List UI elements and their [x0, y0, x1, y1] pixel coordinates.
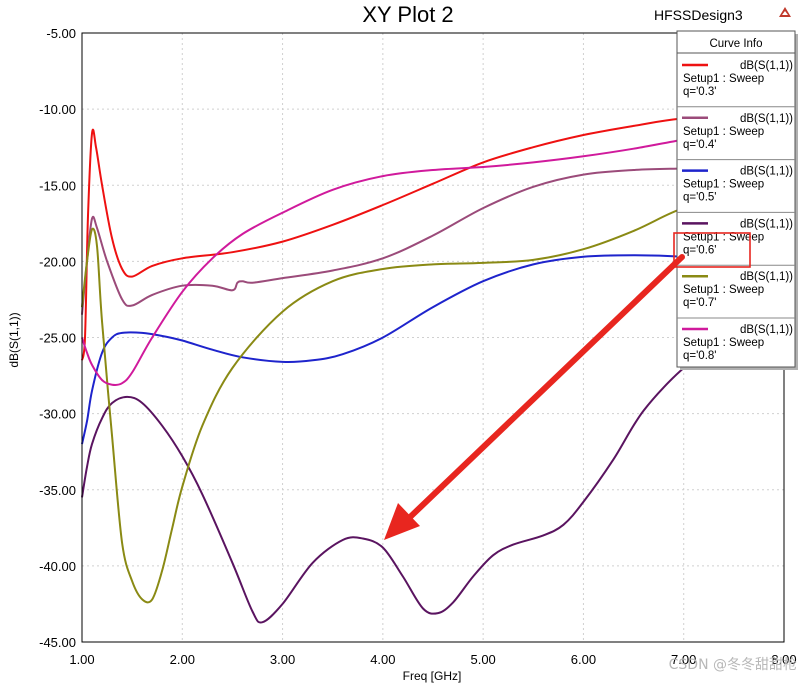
series-line-3: [81, 254, 714, 445]
x-tick-label: 8.00: [771, 652, 796, 667]
series-layer: [81, 109, 775, 624]
y-tick-label: -30.00: [39, 407, 76, 422]
series-line-1: [81, 109, 775, 361]
legend-series-name: dB(S(1,1)): [740, 324, 793, 336]
x-tick-label: 7.00: [671, 652, 696, 667]
legend-series-param: q='0.4': [683, 139, 717, 151]
legend-series-name: dB(S(1,1)): [740, 60, 793, 72]
series-line-4: [81, 348, 715, 624]
legend-series-name: dB(S(1,1)): [740, 218, 793, 230]
legend-series-param: q='0.7': [683, 297, 717, 309]
y-tick-label: -40.00: [39, 559, 76, 574]
ansys-logo-icon: [779, 7, 791, 17]
legend-box: [676, 30, 796, 368]
y-tick-label: -20.00: [39, 254, 76, 269]
y-tick-label: -10.00: [39, 102, 76, 117]
x-tick-label: 4.00: [370, 652, 395, 667]
legend-series-setup: Setup1 : Sweep: [683, 126, 764, 138]
legend-entries: dB(S(1,1))Setup1 : Sweepq='0.3'dB(S(1,1)…: [677, 60, 795, 362]
y-tick-label: -25.00: [39, 331, 76, 346]
legend-series-param: q='0.8': [683, 350, 717, 362]
annotation-arrow: [384, 254, 685, 540]
legend-series-name: dB(S(1,1)): [740, 166, 793, 178]
y-tick-label: -15.00: [39, 178, 76, 193]
y-tick-label: -45.00: [39, 635, 76, 650]
tick-labels: 1.00 2.00 3.00 4.00 5.00 6.00 7.00 8.00 -5.00 -10…: [39, 26, 797, 667]
legend-series-name: dB(S(1,1)): [740, 271, 793, 283]
highlight-box: [673, 232, 751, 268]
legend-series-setup: Setup1 : Sweep: [683, 284, 764, 296]
x-tick-label: 2.00: [170, 652, 195, 667]
chart-title: XY Plot 2: [362, 2, 453, 27]
x-tick-label: 5.00: [470, 652, 495, 667]
legend-series-setup: Setup1 : Sweep: [683, 179, 764, 191]
x-axis-label: Freq [GHz]: [403, 669, 462, 683]
y-axis-label: dB(S(1,1)): [7, 312, 21, 367]
legend-title: Curve Info: [709, 38, 762, 50]
legend-series-param: q='0.3': [683, 86, 717, 98]
design-name: HFSSDesign3: [654, 7, 743, 23]
y-tick-label: -5.00: [46, 26, 76, 41]
legend-series-param: q='0.6': [683, 244, 717, 256]
x-tick-label: 1.00: [69, 652, 94, 667]
legend-series-param: q='0.5': [683, 192, 717, 204]
series-line-5: [81, 198, 735, 604]
x-tick-label: 3.00: [270, 652, 295, 667]
legend-series-setup: Setup1 : Sweep: [683, 337, 764, 349]
x-tick-label: 6.00: [571, 652, 596, 667]
series-line-2: [81, 166, 775, 315]
watermark: CSDN @冬冬甜甜枪: [669, 656, 797, 673]
series-line-6: [81, 126, 775, 386]
legend-series-setup: Setup1 : Sweep: [683, 231, 764, 243]
legend-series-name: dB(S(1,1)): [740, 113, 793, 125]
legend-series-setup: Setup1 : Sweep: [683, 73, 764, 85]
y-tick-label: -35.00: [39, 483, 76, 498]
legend-panel: Curve Info dB(S(1,1))Setup1 : Sweepq='0.…: [676, 30, 798, 370]
